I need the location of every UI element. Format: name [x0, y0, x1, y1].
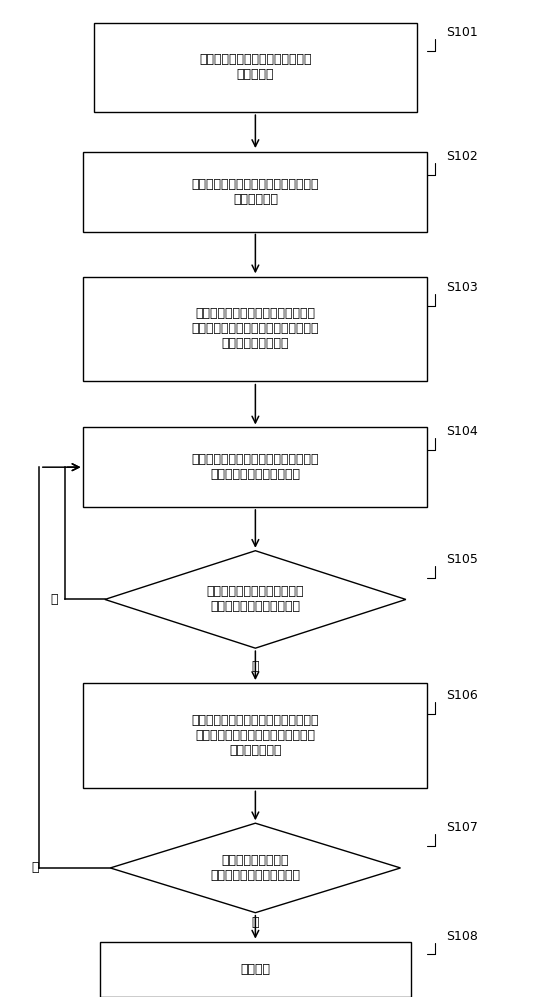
FancyBboxPatch shape: [84, 277, 427, 381]
Text: 否: 否: [251, 916, 259, 929]
Text: S104: S104: [446, 425, 478, 438]
Polygon shape: [110, 823, 401, 913]
Text: S106: S106: [446, 689, 478, 702]
Text: 否: 否: [251, 660, 259, 673]
Text: 是: 是: [31, 861, 39, 874]
FancyBboxPatch shape: [84, 683, 427, 788]
Text: S107: S107: [446, 821, 478, 834]
Text: S102: S102: [446, 150, 478, 163]
Text: 结束排版: 结束排版: [241, 963, 270, 976]
Text: 根据所述当前排版带和所述当前待处理
子板的高度在所述平面模型中确定出
新的当前排版带: 根据所述当前排版带和所述当前待处理 子板的高度在所述平面模型中确定出 新的当前排…: [192, 714, 319, 757]
Text: 按照所述排版顺序从所述当前排版带中
依次划分出各个待处理子板: 按照所述排版顺序从所述当前排版带中 依次划分出各个待处理子板: [192, 453, 319, 481]
Text: S108: S108: [446, 930, 478, 943]
Text: S103: S103: [446, 281, 478, 294]
Text: 是: 是: [50, 593, 58, 606]
Text: 根据起始排版线和所述排版顺序中的
第一个目标子板的高度在所述平面模型
中确定出当前排版带: 根据起始排版线和所述排版顺序中的 第一个目标子板的高度在所述平面模型 中确定出当…: [192, 307, 319, 350]
FancyBboxPatch shape: [84, 152, 427, 232]
Text: 获取需要从所述待排版石板中划分出的
各个目标子板: 获取需要从所述待排版石板中划分出的 各个目标子板: [192, 178, 319, 206]
FancyBboxPatch shape: [84, 427, 427, 507]
Text: S105: S105: [446, 553, 478, 566]
FancyBboxPatch shape: [99, 942, 411, 997]
Text: 所述平面模型中是否
足以确定出新的当前排版带: 所述平面模型中是否 足以确定出新的当前排版带: [210, 854, 300, 882]
FancyBboxPatch shape: [94, 23, 416, 112]
Text: S101: S101: [446, 26, 478, 39]
Text: 当前排版带的未划分区域是否
足以划分出当前待处理子板: 当前排版带的未划分区域是否 足以划分出当前待处理子板: [207, 585, 304, 613]
Polygon shape: [105, 551, 406, 648]
Text: 获取待排版石板在预设摆放状态下
的平面模型: 获取待排版石板在预设摆放状态下 的平面模型: [199, 53, 312, 81]
